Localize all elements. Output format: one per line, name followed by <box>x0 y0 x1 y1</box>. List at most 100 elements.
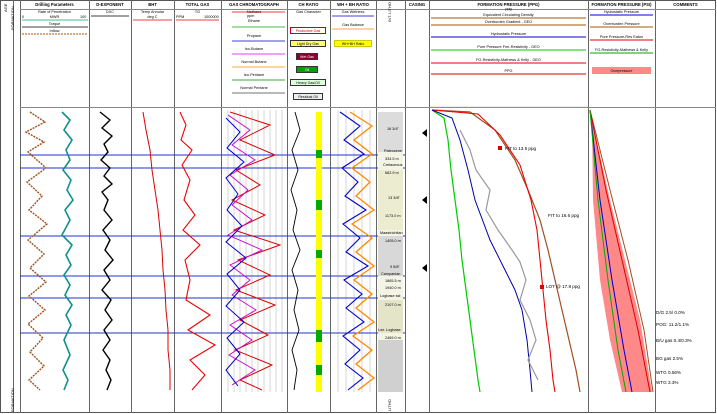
rop-curve <box>61 111 74 391</box>
scale-lo: 0 <box>22 15 25 19</box>
divider <box>174 0 175 413</box>
fit-annotation-1: FIT to 13.5 ppg <box>505 146 537 151</box>
gaschrom-title: GAS CHROMATOGRAPH <box>229 2 279 7</box>
fp-legend: FG-Resistivity-Mathews & Kelly - GEO <box>476 58 541 62</box>
gas-item: Iso-Butane <box>244 47 264 51</box>
depth-label: 1865.5 m <box>385 279 401 283</box>
casing-9: 9 5/8" <box>390 265 400 269</box>
mwr-label: MWR <box>49 15 60 19</box>
dexp-curve <box>99 111 114 391</box>
residual-oil-box: Residual Oil <box>293 93 323 100</box>
wh-title: WH + BH RATIO <box>337 2 369 7</box>
divider <box>376 0 377 413</box>
fp-legend: Hydrostatic Pressure <box>490 32 527 36</box>
lot-marker <box>540 285 544 289</box>
ch-ratio-curve <box>290 111 301 391</box>
inflow-label: Inflow <box>49 29 60 33</box>
divider <box>20 0 21 413</box>
divider <box>89 0 90 413</box>
lot-annotation: LOT @ 17.8 ppg <box>546 284 580 289</box>
header-rules <box>22 11 653 94</box>
rop-label: Rate of Penetration <box>38 10 71 14</box>
comment-note: B/U gas 0.4/0.3% <box>656 338 692 343</box>
depth-label: Campanian <box>381 272 401 276</box>
depth-label: Cretaceous <box>383 163 403 167</box>
totalgas-curve <box>179 111 217 391</box>
divider <box>13 0 14 413</box>
inflow-curve <box>24 111 49 391</box>
fp-legend: PPG <box>504 69 513 73</box>
header-rule <box>20 9 716 10</box>
casing-13: 13 3/8" <box>388 196 400 200</box>
fp-legend: Overburden Gradient - GEO <box>484 20 533 24</box>
psi-overburden <box>589 109 654 393</box>
depth-label: Maastrichtian <box>380 231 403 235</box>
depth-label: 662.9 m <box>385 171 399 175</box>
depth-label: 1405.0 m <box>385 239 401 243</box>
gas-character-label: Gas Character <box>296 10 321 14</box>
oil-box: Oil <box>296 66 318 73</box>
totalgas-title: TOTAL GAS <box>185 2 210 7</box>
psi-legend: Overburden Pressure <box>603 22 640 26</box>
comments-title: COMMENTS <box>673 2 698 7</box>
wet-gas-box: Wet Gas <box>296 53 318 60</box>
propane-curve <box>225 117 247 387</box>
depth-label: 1940.0 m <box>385 286 401 290</box>
fit-marker <box>498 146 502 150</box>
balance-curve <box>349 111 376 391</box>
fit-annotation-2: FIT to 16.6 ppg <box>548 213 580 218</box>
pore-pressure-curve <box>431 109 533 393</box>
drilling-title: Drilling Parameters <box>35 2 74 7</box>
casing-shoes <box>422 129 427 272</box>
fp-legend: Pore Pressure Fmr-Resistivity - GEO <box>477 45 540 49</box>
balance-label: Gas Balance <box>342 23 364 27</box>
psi-pore <box>589 109 627 393</box>
dxc-label: DXC <box>105 10 115 14</box>
header-rule <box>20 107 716 108</box>
ethane-curve <box>227 114 264 386</box>
depth-label: 2107.0 m <box>385 303 401 307</box>
gas-item: Normal Pentane <box>240 86 268 90</box>
wh-bh-tag: WH+BH Ratio <box>334 40 372 47</box>
divider <box>287 0 288 413</box>
wetness-curve <box>339 111 370 391</box>
fracture-curve <box>431 109 556 393</box>
bht-unit: deg C <box>147 15 158 19</box>
litho-column <box>378 112 403 392</box>
tg-label: TG <box>194 10 201 14</box>
bht-title: BHT <box>148 2 157 7</box>
productive-gas-box: Productive Gas <box>290 27 326 34</box>
overpressure-box: Overpressure <box>592 67 651 74</box>
bht-curve <box>142 111 171 390</box>
divider <box>330 0 331 413</box>
comment-note: WTG 0.56% <box>656 370 682 375</box>
heavy-gas-oil-box: Heavy Gas/Oil <box>290 79 326 86</box>
psi-legend: Pore Pressure-Res Eaton <box>599 35 644 39</box>
gas-item: Ethane <box>247 19 261 23</box>
fp-legend: Equivalent Circulating Density <box>483 13 534 17</box>
tg-max: 1000000 <box>204 15 219 19</box>
tg-unit: PPM <box>176 15 185 19</box>
divider <box>588 0 589 413</box>
depth-label: 334.5 m <box>385 157 399 161</box>
chratio-title: CH RATIO <box>298 2 319 7</box>
overburden-curve <box>431 109 581 393</box>
comment-note: BG gas 2.5% <box>656 356 684 361</box>
depth-label: 1173.0 m <box>385 214 401 218</box>
comment-note: POG: 11.2/1.1% <box>656 322 690 327</box>
comment-note: D/G 2.5/ 0.0% <box>656 310 685 315</box>
gas-unit: ppm <box>247 14 255 18</box>
scale-hi: 100 <box>80 15 87 19</box>
wetness-label: Gas Wetness <box>341 10 365 14</box>
casing-title: CASING <box>408 2 426 7</box>
psi-hydrostatic <box>589 109 633 393</box>
divider <box>221 0 222 413</box>
gas-item: Iso-Pentane <box>243 73 265 77</box>
gas-grid <box>227 110 371 392</box>
fp-unit: ppg <box>505 7 512 11</box>
divider <box>655 0 656 413</box>
psi-frac <box>589 109 651 393</box>
resistivity-curve <box>459 129 539 381</box>
